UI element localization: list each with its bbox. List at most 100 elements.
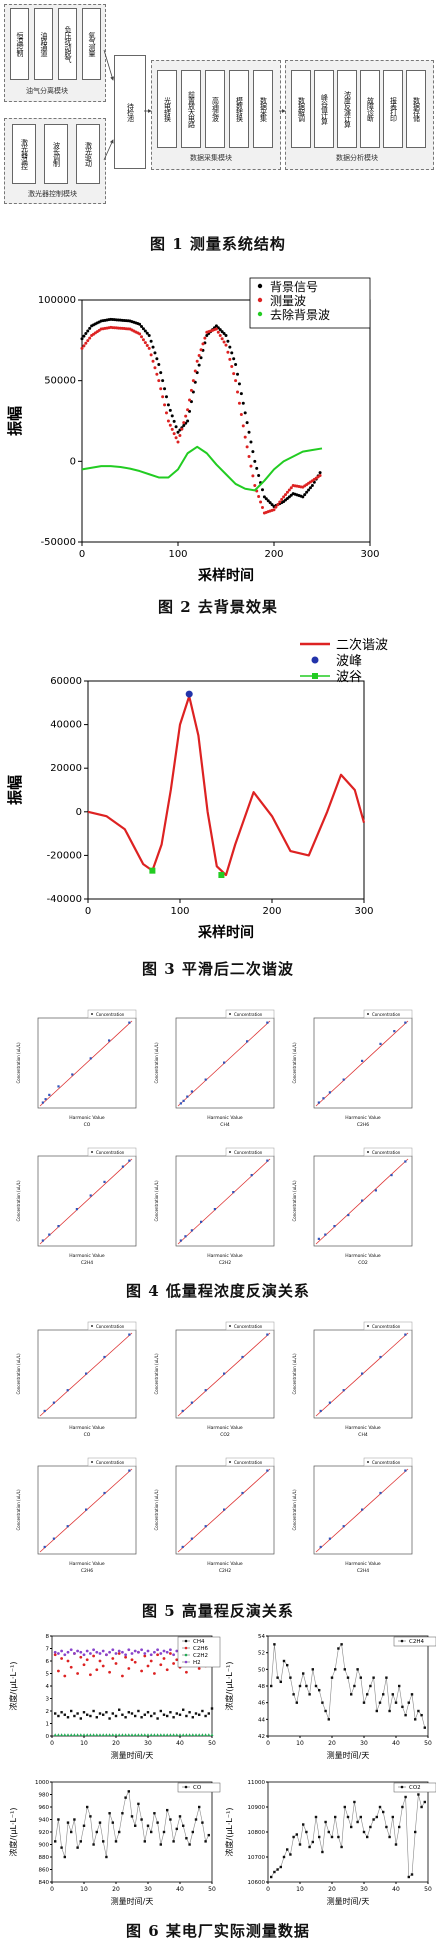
y-tick-label: 2: [46, 1709, 50, 1715]
data-point: [108, 1733, 112, 1736]
ana-step-box: 峰谷值计算: [314, 70, 334, 148]
x-tick-label: 20: [112, 1740, 120, 1747]
data-point: [111, 1733, 115, 1736]
x-tick-label: 10: [80, 1886, 88, 1893]
scatter-point: [204, 1525, 207, 1528]
series-point: [243, 411, 247, 415]
data-point: [137, 1802, 140, 1806]
legend-box: [225, 1457, 275, 1467]
series-point: [232, 372, 236, 376]
scatter-subplot: Concentration Concentration (uL/L) Harmoni…: [154, 1457, 275, 1574]
data-point: [334, 1815, 337, 1819]
data-point: [76, 1649, 79, 1653]
data-point: [385, 1825, 388, 1829]
data-point: [165, 1668, 169, 1672]
data-point: [92, 1843, 95, 1846]
x-tick-label: 50: [208, 1886, 216, 1893]
data-point: [66, 1659, 70, 1663]
legend-marker: [367, 1461, 369, 1463]
x-axis-label: Harmonic Value: [207, 1253, 243, 1259]
data-point: [314, 1815, 318, 1819]
data-point: [166, 1808, 169, 1812]
x-tick-label: 300: [354, 906, 373, 917]
data-point: [350, 1693, 353, 1696]
figure-4: Concentration Concentration (uL/L) Harmoni…: [0, 1000, 436, 1292]
data-point: [76, 1846, 79, 1849]
series-point: [191, 379, 195, 383]
data-point: [153, 1812, 156, 1815]
data-point: [79, 1717, 82, 1720]
data-point: [159, 1663, 163, 1667]
scatter-point: [342, 1525, 345, 1528]
series-point: [285, 490, 289, 494]
series-point: [168, 408, 172, 412]
scatter-point: [44, 1098, 47, 1101]
data-point: [114, 1733, 118, 1736]
data-point: [149, 1733, 153, 1736]
series-point: [214, 327, 218, 331]
data-point: [172, 1653, 176, 1657]
series-point: [276, 503, 280, 507]
acq-step-label: 数据采集: [259, 97, 268, 121]
x-axis-label: 采样时间: [197, 567, 254, 584]
data-point: [69, 1665, 73, 1669]
y-tick-label: 6: [46, 1659, 50, 1665]
series-point: [186, 408, 190, 412]
data-point: [292, 1693, 295, 1696]
ana-step-label: 数据解调: [297, 97, 306, 121]
x-axis-label: 采样时间: [197, 924, 254, 941]
data-point: [382, 1810, 385, 1814]
measurement-subplot: 0 10 20 30 40 50 42 44 46 48 50 52 54 C2H4 浓度/(μL·L⁻¹)…: [224, 1634, 436, 1760]
scatter-point: [317, 1237, 320, 1240]
series-point: [82, 344, 86, 348]
series-point: [243, 435, 247, 439]
data-point: [124, 1733, 128, 1736]
scatter-point: [361, 1508, 364, 1511]
series-point: [226, 339, 230, 343]
series-point: [151, 359, 155, 363]
data-point: [359, 1676, 362, 1679]
data-point: [295, 1701, 298, 1704]
subplot-frame: [37, 1465, 137, 1555]
data-point: [54, 1712, 57, 1715]
data-point: [378, 1701, 382, 1704]
data-point: [76, 1712, 79, 1715]
data-point: [191, 1830, 194, 1834]
data-point: [391, 1815, 394, 1819]
scatter-subplot: Concentration Concentration (uL/L) Harmoni…: [154, 1147, 275, 1266]
data-point: [194, 1712, 198, 1715]
measurement-subplot: 0 10 20 30 40 50 840 860 880 900 920 940 960 980 1000 C…: [8, 1780, 221, 1906]
data-point: [181, 1733, 185, 1736]
legend-label: Concentration: [234, 1460, 263, 1465]
legend-label: C2H2: [193, 1653, 208, 1659]
data-point: [130, 1733, 134, 1736]
data-point: [101, 1733, 105, 1736]
fig2-chart: 0 100 200 300100000500000-50000振幅采样时间背景信号测量…: [6, 277, 380, 584]
subplot-title: C2H6: [357, 1122, 369, 1128]
data-point: [89, 1673, 92, 1677]
x-axis-label: Harmonic Value: [207, 1561, 243, 1567]
series-point: [197, 363, 201, 367]
data-point: [117, 1652, 121, 1655]
series-point: [303, 493, 307, 497]
data-point: [188, 1843, 191, 1846]
series-point: [166, 403, 170, 407]
data-point: [330, 1835, 334, 1839]
subplot-frame: [175, 1465, 275, 1555]
x-tick-label: 200: [264, 549, 283, 560]
series-point: [270, 503, 274, 507]
legend-label: Concentration: [372, 1012, 401, 1017]
data-point: [124, 1796, 127, 1799]
data-point: [92, 1654, 95, 1658]
data-point: [175, 1649, 179, 1653]
series-point: [193, 369, 197, 373]
x-tick-label: 20: [328, 1886, 336, 1893]
data-point: [57, 1652, 60, 1655]
y-tick-label: 10900: [248, 1805, 266, 1811]
data-point: [204, 1714, 207, 1718]
gas-step-box: 负压扰动脱气: [58, 8, 77, 80]
data-point: [152, 1733, 156, 1736]
scatter-point: [41, 1101, 44, 1104]
data-point: [168, 1733, 172, 1736]
data-point: [82, 1733, 86, 1736]
